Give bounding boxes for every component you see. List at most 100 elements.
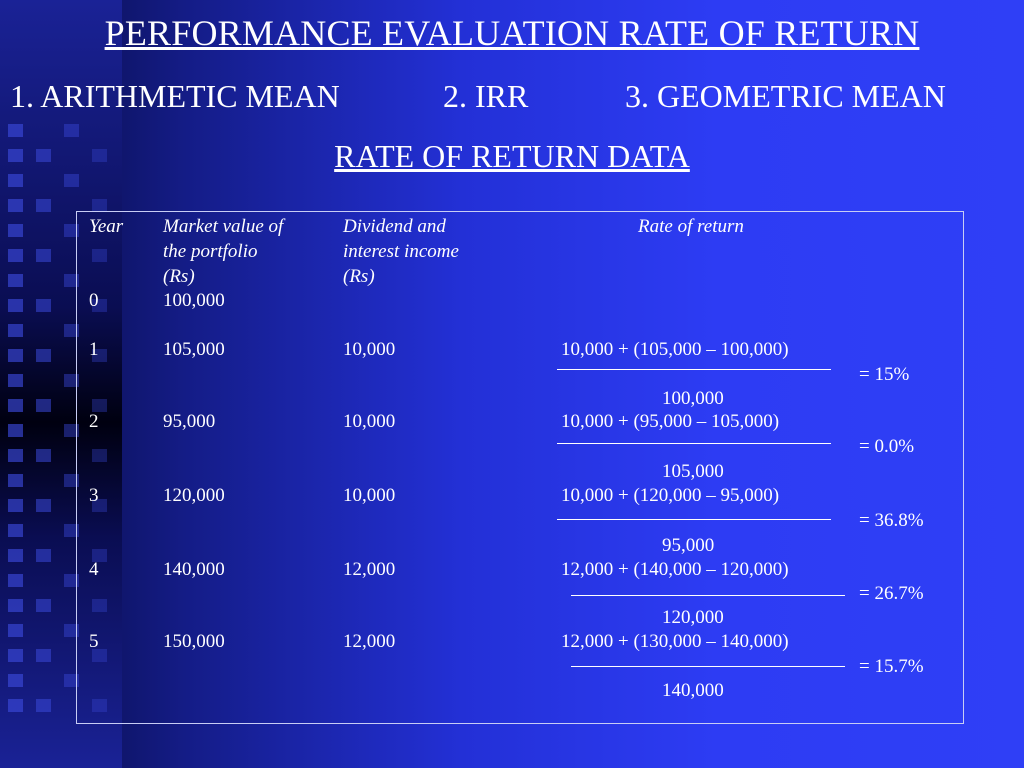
table-row-2-numerator: 10,000 + (95,000 – 105,000) [561, 411, 780, 432]
header-market-value-line3: (Rs) [163, 266, 195, 287]
table-row-3-dividend: 10,000 [343, 485, 396, 506]
decorative-square [64, 274, 79, 287]
table-row-3-numerator: 10,000 + (120,000 – 95,000) [561, 485, 780, 506]
decorative-square [36, 499, 51, 512]
table-row-3-denominator: 95,000 [662, 535, 715, 556]
table-row-4-result: = 26.7% [859, 583, 924, 604]
table-row-4-numerator: 12,000 + (140,000 – 120,000) [561, 559, 789, 580]
table-row-1-fraction-bar [557, 369, 831, 370]
decorative-square [8, 549, 23, 562]
decorative-square [8, 399, 23, 412]
table-row-5-numerator: 12,000 + (130,000 – 140,000) [561, 631, 789, 652]
decorative-square [64, 674, 79, 687]
decorative-square [8, 174, 23, 187]
decorative-square [8, 649, 23, 662]
decorative-square [92, 449, 107, 462]
decorative-square [8, 574, 23, 587]
decorative-square [92, 499, 107, 512]
decorative-square [8, 249, 23, 262]
table-row-5-year: 5 [89, 631, 99, 652]
decorative-square [8, 274, 23, 287]
decorative-square [8, 599, 23, 612]
decorative-square [92, 299, 107, 312]
decorative-square [36, 199, 51, 212]
table-row-2-denominator: 105,000 [662, 461, 724, 482]
method-arithmetic-mean: 1. ARITHMETIC MEAN [10, 78, 340, 114]
table-row-3-market-value: 120,000 [163, 485, 225, 506]
table-row-3-year: 3 [89, 485, 99, 506]
decorative-square [92, 699, 107, 712]
decorative-square [64, 574, 79, 587]
decorative-square [92, 599, 107, 612]
table-row-4-denominator: 120,000 [662, 607, 724, 628]
decorative-square [8, 449, 23, 462]
decorative-square [64, 174, 79, 187]
decorative-square [8, 349, 23, 362]
decorative-square [8, 624, 23, 637]
header-year: Year [89, 216, 124, 237]
table-row-5-denominator: 140,000 [662, 680, 724, 701]
table-subtitle: RATE OF RETURN DATA [334, 138, 690, 174]
decorative-square [36, 399, 51, 412]
decorative-square [8, 524, 23, 537]
decorative-square [8, 424, 23, 437]
table-row-4-year: 4 [89, 559, 99, 580]
table-row-5-result: = 15.7% [859, 656, 924, 677]
decorative-square [92, 649, 107, 662]
decorative-square [92, 199, 107, 212]
decorative-square [36, 699, 51, 712]
table-row-1-denominator: 100,000 [662, 388, 724, 409]
decorative-square [92, 249, 107, 262]
decorative-square [36, 549, 51, 562]
decorative-squares [8, 124, 128, 744]
table-row-2-fraction-bar [557, 443, 831, 444]
table-row-4-dividend: 12,000 [343, 559, 396, 580]
decorative-square [64, 124, 79, 137]
table-row-1-year: 1 [89, 339, 99, 360]
method-geometric-mean: 3. GEOMETRIC MEAN [625, 78, 946, 114]
decorative-square [36, 299, 51, 312]
decorative-square [92, 149, 107, 162]
table-row-3-result: = 36.8% [859, 510, 924, 531]
rate-of-return-table: Year Market value of the portfolio (Rs) … [76, 211, 964, 724]
table-row-1-market-value: 105,000 [163, 339, 225, 360]
header-dividend-line1: Dividend and [343, 216, 446, 237]
table-row-5-dividend: 12,000 [343, 631, 396, 652]
header-dividend-line3: (Rs) [343, 266, 375, 287]
table-row-5-fraction-bar [571, 666, 845, 667]
decorative-square [64, 324, 79, 337]
table-row-2-year: 2 [89, 411, 99, 432]
decorative-square [8, 199, 23, 212]
decorative-square [8, 699, 23, 712]
decorative-square [8, 299, 23, 312]
method-irr: 2. IRR [443, 78, 529, 114]
decorative-square [64, 624, 79, 637]
table-row-3-fraction-bar [557, 519, 831, 520]
decorative-square [64, 374, 79, 387]
table-row-0-year: 0 [89, 290, 99, 311]
table-row-1-numerator: 10,000 + (105,000 – 100,000) [561, 339, 789, 360]
table-row-1-dividend: 10,000 [343, 339, 396, 360]
table-row-5-market-value: 150,000 [163, 631, 225, 652]
header-dividend-line2: interest income [343, 241, 459, 262]
decorative-square [8, 124, 23, 137]
decorative-square [36, 249, 51, 262]
decorative-square [8, 374, 23, 387]
decorative-square [64, 224, 79, 237]
decorative-square [36, 599, 51, 612]
decorative-square [36, 449, 51, 462]
decorative-square [92, 349, 107, 362]
decorative-square [64, 474, 79, 487]
decorative-square [8, 499, 23, 512]
decorative-square [8, 474, 23, 487]
slide-title: PERFORMANCE EVALUATION RATE OF RETURN [104, 13, 920, 53]
table-row-2-market-value: 95,000 [163, 411, 216, 432]
header-market-value-line1: Market value of [163, 216, 284, 237]
decorative-square [8, 224, 23, 237]
header-rate-of-return: Rate of return [638, 216, 744, 237]
table-row-2-result: = 0.0% [859, 436, 915, 457]
decorative-square [64, 424, 79, 437]
decorative-square [36, 149, 51, 162]
decorative-square [8, 674, 23, 687]
decorative-square [36, 649, 51, 662]
